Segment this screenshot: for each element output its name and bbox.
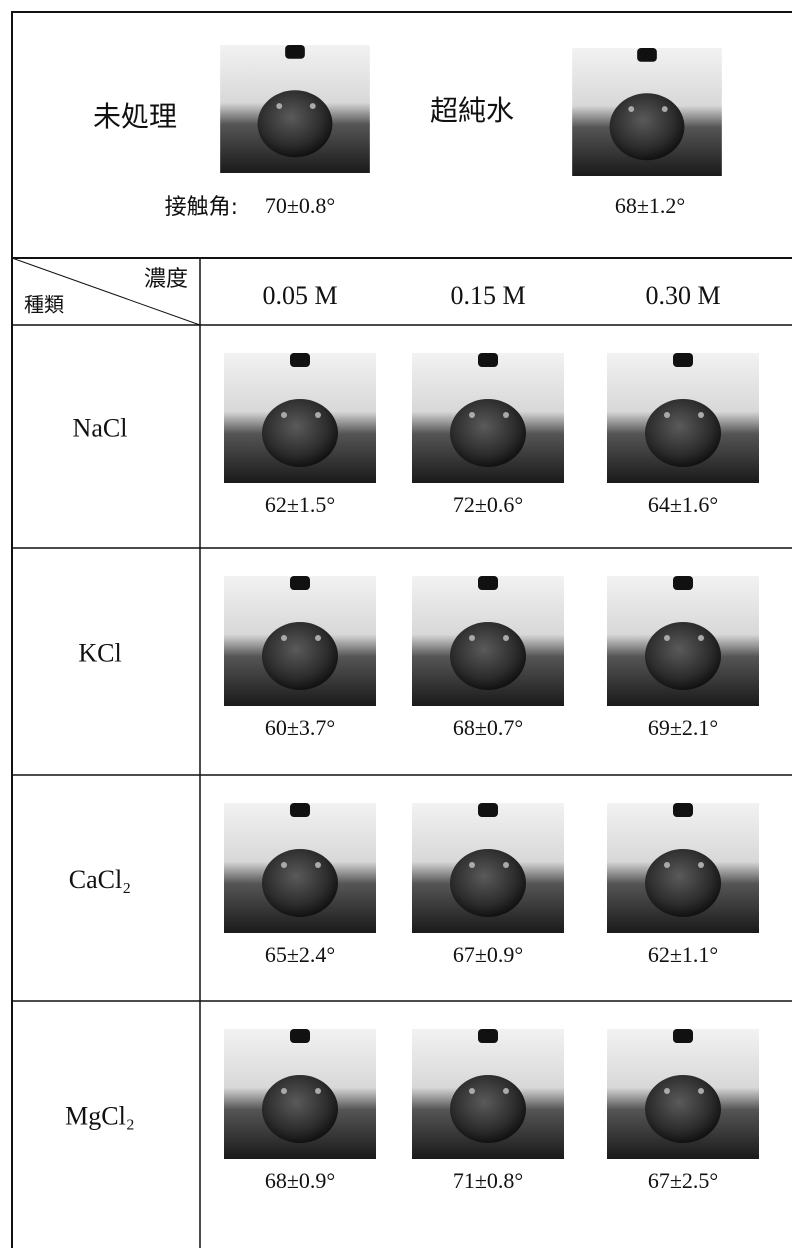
angle-value: 65±2.4° [265, 942, 335, 967]
row-label: NaCl [73, 413, 128, 442]
sample-label: 未処理 [93, 100, 177, 133]
angle-value: 60±3.7° [265, 715, 335, 740]
column-label: 0.05 M [262, 281, 337, 310]
droplet-image [572, 48, 722, 176]
angle-value: 62±1.1° [648, 942, 718, 967]
column-label: 0.30 M [645, 281, 720, 310]
droplet-image [224, 576, 376, 706]
angle-value: 64±1.6° [648, 492, 718, 517]
sample-label: 超純水 [430, 94, 514, 127]
droplet-image [412, 576, 564, 706]
angle-value: 68±0.9° [265, 1168, 335, 1193]
angle-value: 68±0.7° [453, 715, 523, 740]
droplet-image [607, 576, 759, 706]
row-label: CaCl₂ [69, 865, 132, 894]
figure: 未処理 70±0.8° 超純水 68±1.2° 接触角: 濃度種類 0.05 M 0.15 M… [0, 0, 792, 1248]
droplet-image [224, 803, 376, 933]
angle-value: 69±2.1° [648, 715, 718, 740]
angle-label: 接触角: [165, 195, 238, 220]
droplet-image [607, 353, 759, 483]
row-header-label: 種類 [24, 293, 64, 317]
droplet-image [412, 803, 564, 933]
droplet-image [224, 353, 376, 483]
angle-value: 67±2.5° [648, 1168, 718, 1193]
angle-value: 68±1.2° [615, 193, 685, 218]
droplet-image [607, 1029, 759, 1159]
droplet-image [607, 803, 759, 933]
angle-value: 67±0.9° [453, 942, 523, 967]
column-label: 0.15 M [450, 281, 525, 310]
row-label: KCl [78, 638, 121, 667]
droplet-image [412, 1029, 564, 1159]
row-label: MgCl₂ [65, 1101, 135, 1130]
droplet-image [220, 45, 370, 173]
angle-value: 62±1.5° [265, 492, 335, 517]
page: { "top": { "samples": [ {"label": "未処理",… [0, 0, 792, 1248]
angle-value: 70±0.8° [265, 193, 335, 218]
angle-value: 71±0.8° [453, 1168, 523, 1193]
column-header-label: 濃度 [144, 267, 188, 292]
angle-value: 72±0.6° [453, 492, 523, 517]
droplet-image [224, 1029, 376, 1159]
droplet-image [412, 353, 564, 483]
